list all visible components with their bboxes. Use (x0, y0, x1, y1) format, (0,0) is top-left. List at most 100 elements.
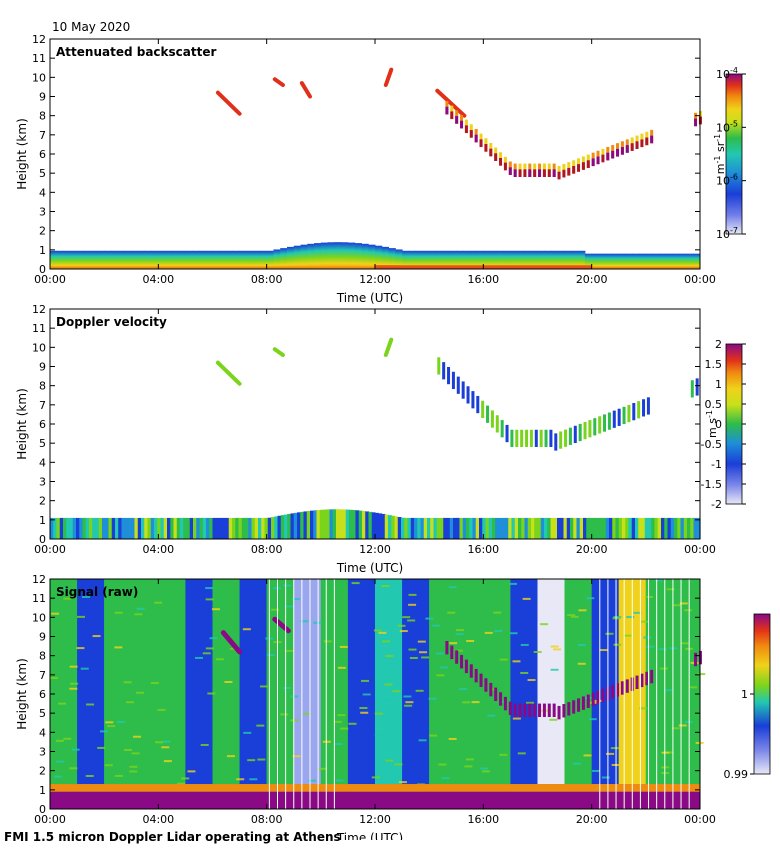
signal-cell (408, 593, 417, 596)
signal-cell (371, 776, 380, 779)
velocity-cell (316, 510, 321, 539)
velocity-cell (583, 517, 587, 539)
velocity-cell (531, 517, 535, 539)
velocity-cell (150, 517, 155, 539)
backscatter-cell (395, 249, 403, 269)
y-tick-label: 3 (39, 476, 46, 489)
velocity-cell (368, 511, 373, 539)
velocity-cell (596, 517, 600, 539)
signal-cell (126, 701, 135, 704)
y-tick-label: 0 (39, 803, 46, 816)
signal-cell (659, 667, 668, 670)
backscatter-cell (542, 169, 546, 177)
velocity-cell (544, 429, 548, 447)
signal-cell (317, 767, 326, 770)
backscatter-cell (286, 246, 295, 269)
backscatter-cell (616, 148, 620, 157)
y-tick-label: 9 (39, 361, 46, 374)
backscatter-cell (605, 253, 613, 269)
x-tick-label: 00:00 (34, 273, 66, 286)
signal-cell (382, 640, 391, 643)
signal-cell (348, 722, 357, 725)
velocity-cell (102, 517, 106, 539)
velocity-cell (329, 509, 334, 539)
velocity-cell (677, 517, 682, 539)
velocity-cell (628, 517, 633, 539)
velocity-cell (505, 424, 509, 443)
signal-band (402, 579, 430, 785)
signal-cell (129, 765, 138, 768)
signal-cell (408, 648, 417, 651)
velocity-cell (339, 509, 344, 539)
signal-cell (205, 647, 214, 650)
signal-cell (374, 733, 383, 736)
signal-cell (402, 616, 411, 619)
date-label: 10 May 2020 (52, 20, 131, 34)
signal-cell (249, 778, 258, 781)
signal-cell (92, 635, 101, 638)
signal-cell (383, 662, 392, 665)
velocity-cell (228, 517, 233, 539)
backscatter-cell (226, 250, 234, 269)
velocity-cell (420, 517, 425, 539)
panel-title: Attenuated backscatter (56, 45, 216, 59)
backscatter-cell (694, 118, 698, 127)
velocity-cell (554, 433, 558, 451)
backscatter-cell (479, 139, 483, 148)
velocity-cell (375, 512, 379, 539)
velocity-cell (539, 429, 543, 447)
backscatter-cell (564, 250, 572, 269)
signal-cell (533, 703, 537, 717)
y-tick-label: 4 (39, 726, 46, 739)
backscatter-cell (463, 250, 471, 269)
signal-cell (689, 686, 698, 689)
backscatter-cell (528, 169, 532, 177)
backscatter-cell (334, 242, 342, 269)
y-axis-label: Height (km) (15, 118, 29, 189)
backscatter-cell (307, 243, 315, 269)
velocity-cell (485, 517, 490, 539)
y-tick-label: 0 (39, 533, 46, 546)
signal-cell (445, 641, 449, 655)
signal-cell (567, 614, 576, 617)
velocity-cell (615, 517, 620, 539)
velocity-cell (349, 509, 353, 539)
y-tick-label: 1 (39, 514, 46, 527)
signal-cell (605, 632, 614, 635)
velocity-cell (410, 517, 415, 539)
signal-cell (509, 582, 518, 585)
signal-cell (215, 658, 224, 661)
signal-cell (81, 595, 90, 598)
signal-cell (334, 743, 343, 746)
backscatter-cell (429, 250, 437, 269)
velocity-cell (515, 429, 519, 447)
x-tick-label: 16:00 (467, 543, 499, 556)
signal-cell (610, 747, 619, 750)
velocity-cell (514, 517, 519, 539)
velocity-cell (277, 515, 282, 539)
signal-cell (481, 770, 490, 773)
velocity-cell (251, 517, 256, 539)
backscatter-cell (158, 250, 166, 269)
velocity-cell (479, 517, 483, 539)
velocity-cell (72, 517, 77, 539)
velocity-cell (602, 517, 607, 539)
y-tick-label: 9 (39, 91, 46, 104)
signal-cell (351, 582, 360, 585)
signal-cell (577, 662, 586, 665)
backscatter-cell (110, 250, 119, 269)
velocity-cell (189, 517, 194, 539)
velocity-cell (206, 517, 210, 539)
velocity-cell (95, 517, 100, 539)
velocity-cell (232, 517, 236, 539)
velocity-cell (549, 429, 553, 447)
backscatter-cell (499, 157, 503, 166)
y-tick-label: 8 (39, 650, 46, 663)
signal-cell (527, 679, 536, 682)
velocity-cell (352, 510, 357, 539)
velocity-cell (245, 517, 249, 539)
backscatter-cell (632, 253, 640, 269)
backscatter-cell (415, 250, 423, 269)
signal-cell (672, 604, 681, 607)
signal-cell (417, 640, 426, 643)
